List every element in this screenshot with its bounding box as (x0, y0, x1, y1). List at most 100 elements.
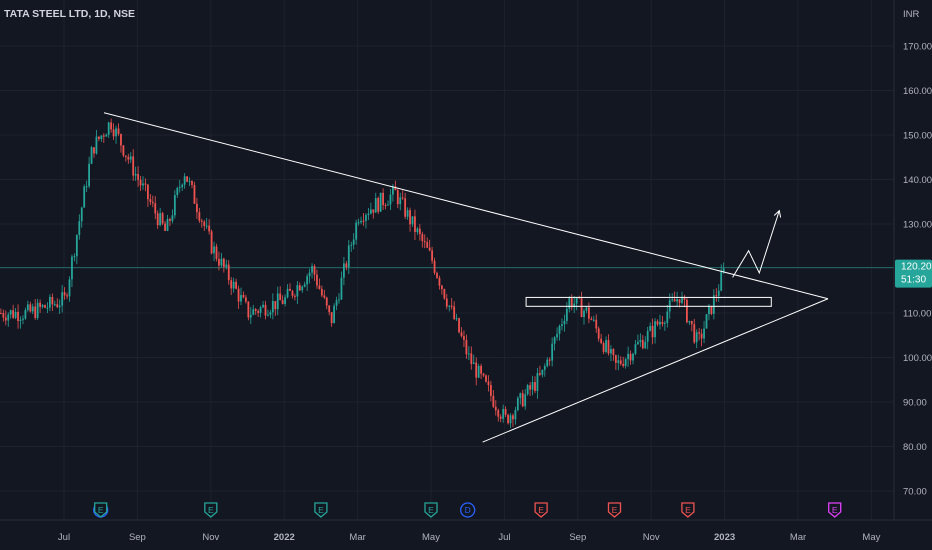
candle-body (320, 288, 323, 296)
candle-body (14, 311, 17, 318)
svg-text:E: E (832, 505, 838, 515)
candle-body (617, 360, 620, 363)
projection-path[interactable] (732, 210, 780, 278)
candle-body (367, 213, 370, 216)
earnings-marker[interactable]: E (314, 502, 328, 518)
x-tick-label: Nov (202, 532, 219, 543)
candle-body (431, 250, 433, 261)
candle-body (507, 414, 509, 424)
y-tick-label: 130.00 (903, 220, 932, 231)
currency-label: INR (903, 9, 920, 20)
candle-body (166, 219, 169, 231)
candle-body (156, 213, 159, 226)
candle-body (274, 301, 277, 310)
candle-body (649, 325, 652, 331)
candle-body (154, 203, 157, 214)
candle-body (695, 332, 698, 343)
candle-body (296, 285, 299, 297)
horizontal-zone[interactable] (525, 296, 772, 307)
resistance-trendline[interactable] (103, 112, 829, 300)
candle-body (700, 333, 703, 339)
candle-body (526, 385, 529, 395)
candle-body (90, 147, 93, 164)
y-tick-label: 100.00 (903, 353, 932, 364)
candle-body (198, 212, 201, 221)
x-tick-label: 2022 (274, 532, 295, 543)
candle-body (9, 310, 12, 315)
candle-body (281, 300, 284, 304)
dividend-marker[interactable]: D (460, 502, 476, 518)
candle-body (144, 183, 147, 185)
candle-body (558, 326, 561, 334)
candle-body (416, 228, 419, 233)
svg-text:E: E (98, 505, 104, 515)
candle-body (249, 314, 252, 318)
drawings-layer[interactable] (103, 112, 829, 443)
grid-lines (0, 0, 894, 520)
candle-body (588, 307, 590, 319)
candle-body (61, 292, 64, 306)
candle-body (529, 385, 531, 390)
candle-body (490, 385, 492, 396)
earnings-marker[interactable]: E (828, 502, 842, 518)
candle-body (242, 295, 245, 298)
candle-body (147, 184, 149, 200)
candle-body (467, 353, 470, 355)
y-tick-label: 140.00 (903, 175, 932, 186)
candle-body (205, 225, 208, 227)
candle-body (240, 295, 242, 302)
candle-body (169, 219, 171, 221)
candle-body (117, 128, 120, 135)
candle-body (712, 295, 715, 314)
earnings-marker[interactable]: E (607, 502, 622, 518)
earnings-marker[interactable]: E (681, 502, 695, 518)
candle-body (399, 197, 402, 205)
candle-body (129, 156, 132, 160)
x-tick-label: Jul (498, 532, 510, 543)
candle-body (338, 299, 340, 301)
candle-body (681, 296, 683, 303)
candle-body (487, 381, 490, 386)
candle-body (159, 213, 162, 226)
time-axis[interactable]: Jul Sep Nov 2022 Mar May Jul Sep Nov 2023 Mar May (58, 532, 881, 543)
candle-body (499, 416, 502, 419)
candle-body (227, 264, 230, 281)
candle-body (264, 304, 267, 316)
candle-body (455, 318, 458, 320)
candle-body (66, 295, 68, 297)
candle-body (80, 207, 83, 222)
candle-body (316, 274, 318, 286)
candle-body (347, 245, 350, 268)
earnings-marker[interactable]: E (424, 502, 438, 518)
candle-body (663, 322, 666, 324)
candle-body (85, 186, 88, 188)
x-tick-label: 2023 (714, 532, 735, 543)
candle-body (301, 286, 304, 291)
y-tick-label: 170.00 (903, 42, 932, 53)
candle-body (717, 290, 720, 296)
svg-text:E: E (208, 505, 214, 515)
x-tick-label: Mar (349, 532, 365, 543)
candle-body (683, 296, 686, 300)
candle-body (330, 312, 333, 324)
support-trendline[interactable] (482, 298, 829, 443)
candle-body (570, 298, 573, 308)
candle-body (629, 353, 632, 361)
candle-body (49, 297, 51, 308)
candle-body (445, 298, 448, 307)
candle-body (521, 393, 524, 407)
candle-body (411, 216, 414, 225)
candle-body (543, 366, 546, 370)
candle-body (485, 375, 487, 382)
candle-body (306, 276, 309, 285)
candle-body (551, 343, 554, 361)
earnings-marker[interactable]: E (204, 502, 218, 518)
candle-body (516, 397, 519, 411)
svg-text:E: E (318, 505, 324, 515)
candle-body (369, 209, 372, 214)
candle-body (365, 215, 367, 221)
earnings-marker[interactable]: E (94, 502, 108, 518)
candle-body (384, 205, 387, 207)
earnings-marker[interactable]: E (534, 502, 548, 518)
